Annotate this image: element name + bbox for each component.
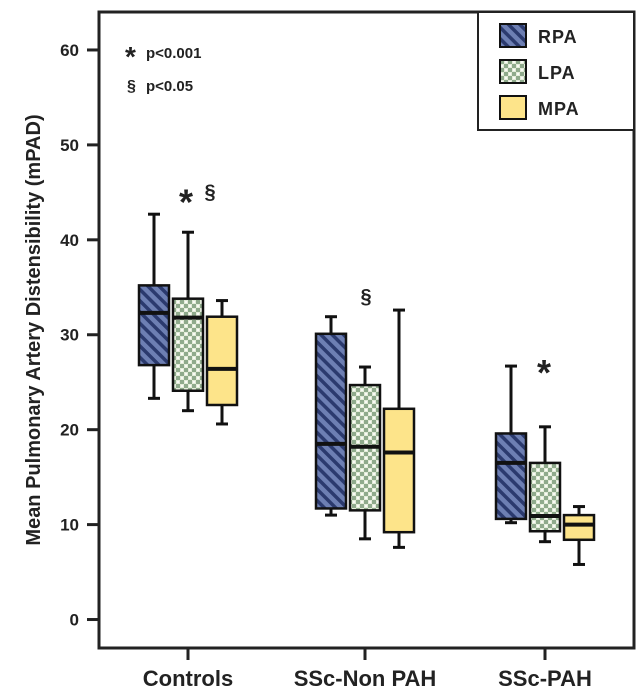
box-iqr xyxy=(382,407,416,534)
note-symbol-2: § xyxy=(127,78,136,95)
box-lpa xyxy=(348,365,382,541)
y-tick-label: 40 xyxy=(60,231,79,250)
box-groups xyxy=(137,212,596,566)
box-mpa xyxy=(205,299,239,426)
box-iqr xyxy=(314,332,348,510)
legend: RPA LPA MPA xyxy=(477,11,635,131)
x-category-label: Controls xyxy=(143,666,233,691)
y-axis: 0 10 20 30 40 50 60 xyxy=(60,41,99,630)
note-label-1: p<0.001 xyxy=(146,45,201,62)
y-tick-label: 30 xyxy=(60,326,79,345)
y-tick-label: 60 xyxy=(60,41,79,60)
legend-label-rpa: RPA xyxy=(538,27,578,47)
box-lpa xyxy=(528,425,562,544)
significance-star: * xyxy=(537,352,551,393)
legend-label-mpa: MPA xyxy=(538,99,580,119)
legend-label-lpa: LPA xyxy=(538,63,576,83)
x-category-label: SSc-Non PAH xyxy=(294,666,437,691)
legend-swatch-rpa xyxy=(499,23,527,48)
significance-markers: * § § * xyxy=(179,181,551,393)
box-iqr xyxy=(171,297,205,393)
box-lpa xyxy=(171,230,205,413)
box-rpa xyxy=(137,212,171,400)
significance-section-mark: § xyxy=(360,286,371,308)
significance-section-mark: § xyxy=(204,181,215,203)
y-tick-label: 20 xyxy=(60,421,79,440)
x-axis: Controls SSc-Non PAH SSc-PAH xyxy=(143,648,592,691)
box-mpa xyxy=(562,505,596,566)
box-iqr xyxy=(528,461,562,533)
y-tick-label: 50 xyxy=(60,136,79,155)
legend-swatch-mpa xyxy=(499,95,527,120)
significance-note: * p<0.001 § p<0.05 xyxy=(125,41,201,95)
box-rpa xyxy=(314,315,348,517)
box-iqr xyxy=(137,284,171,367)
legend-swatch-lpa xyxy=(499,59,527,84)
y-axis-title: Mean Pulmonary Artery Distensibility (mP… xyxy=(23,114,45,545)
y-tick-label: 10 xyxy=(60,516,79,535)
box-mpa xyxy=(382,308,416,549)
note-label-2: p<0.05 xyxy=(146,78,193,95)
box-iqr xyxy=(205,315,239,407)
box-iqr xyxy=(562,513,596,542)
significance-star: * xyxy=(179,181,193,222)
box-iqr xyxy=(494,432,528,521)
x-category-label: SSc-PAH xyxy=(498,666,592,691)
y-tick-label: 0 xyxy=(70,611,79,630)
note-symbol-1: * xyxy=(125,41,136,72)
box-rpa xyxy=(494,364,528,525)
